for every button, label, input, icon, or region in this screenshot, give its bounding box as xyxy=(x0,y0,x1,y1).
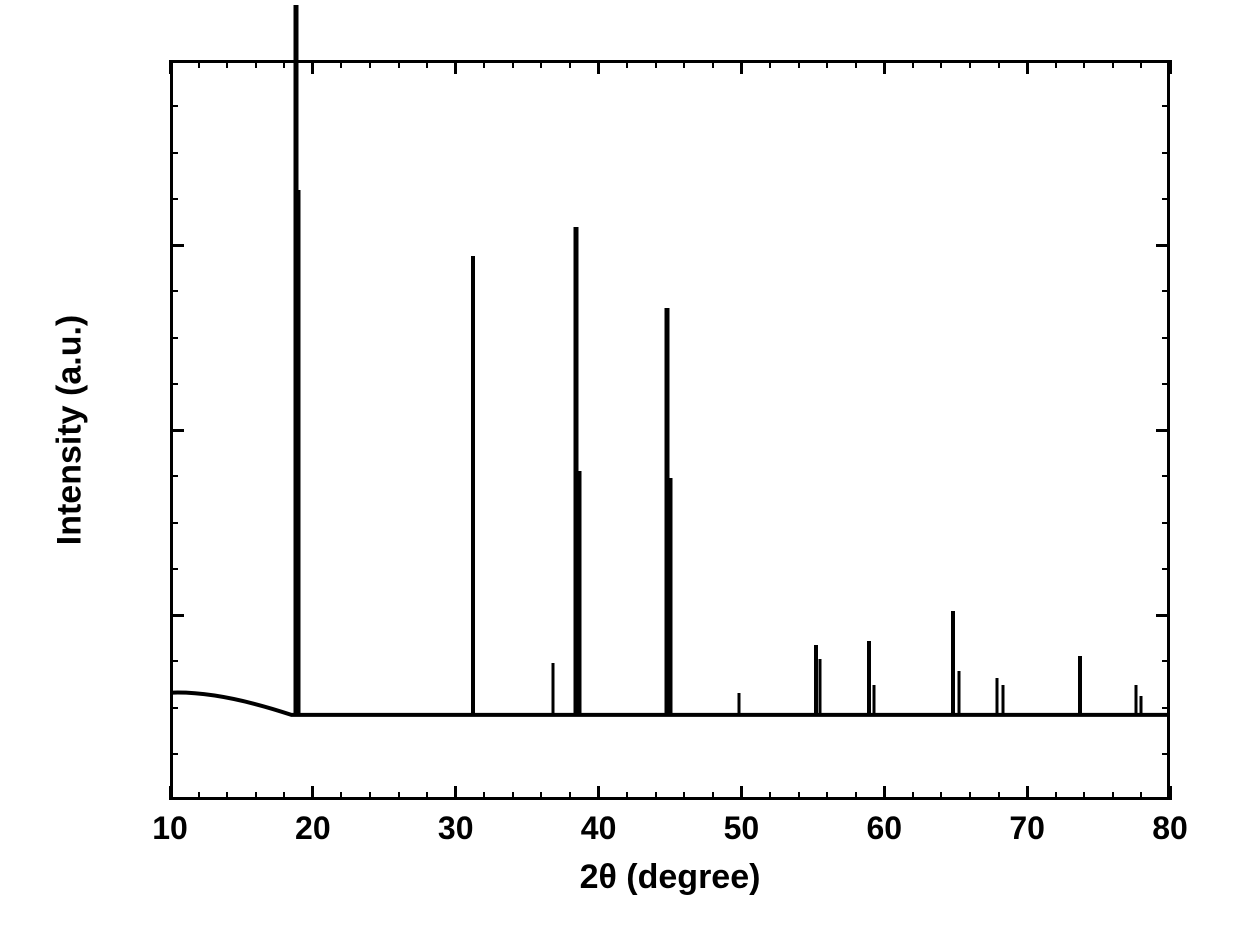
xrd-peak xyxy=(814,645,818,715)
xrd-peak xyxy=(670,478,673,715)
xrd-peak xyxy=(1140,696,1143,715)
x-tick-label: 30 xyxy=(438,810,474,847)
y-axis-label: Intensity (a.u.) xyxy=(51,315,90,545)
x-tick-label: 50 xyxy=(724,810,760,847)
xrd-peak xyxy=(996,678,999,715)
xrd-peak xyxy=(1001,685,1004,715)
x-tick-label: 10 xyxy=(152,810,188,847)
xrd-peak xyxy=(957,671,960,715)
xrd-peak xyxy=(867,641,871,715)
xrd-peak xyxy=(665,308,670,715)
xrd-peak xyxy=(579,471,582,715)
x-axis-label: 2θ (degree) xyxy=(580,858,761,897)
xrd-peak xyxy=(737,693,740,715)
xrd-peak xyxy=(873,685,876,715)
x-tick-label: 20 xyxy=(295,810,331,847)
x-tick-label: 40 xyxy=(581,810,617,847)
xrd-peak xyxy=(551,663,554,715)
x-tick-label: 60 xyxy=(866,810,902,847)
x-tick-label: 70 xyxy=(1009,810,1045,847)
xrd-peak xyxy=(471,256,475,715)
xrd-chart: Intensity (a.u.) 2θ (degree) 10 20 30 40 50 6… xyxy=(40,40,1200,910)
x-tick-label: 80 xyxy=(1152,810,1188,847)
xrd-peak xyxy=(573,227,578,715)
xrd-peak xyxy=(1078,656,1082,715)
xrd-peak xyxy=(1134,685,1137,715)
xrd-peak xyxy=(297,190,300,715)
xrd-peak xyxy=(951,611,955,715)
xrd-peak xyxy=(819,659,822,715)
